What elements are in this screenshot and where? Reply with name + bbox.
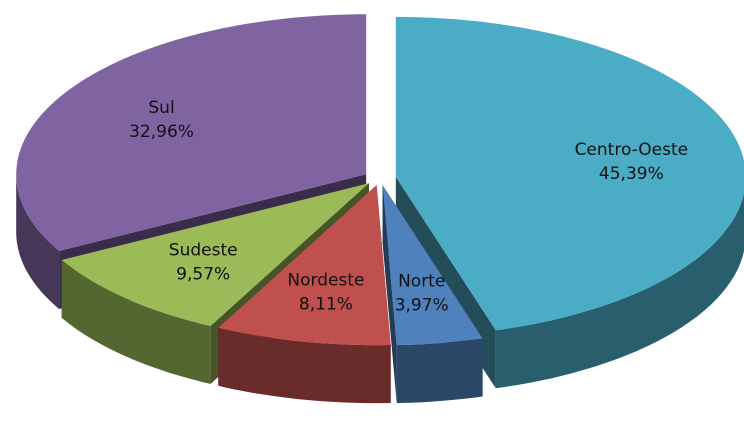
slice-wall xyxy=(16,174,60,309)
slice-value-label: 8,11% xyxy=(299,294,353,314)
slice-value-label: 32,96% xyxy=(129,122,194,142)
slice-value-label: 9,57% xyxy=(176,264,230,284)
pie-slice xyxy=(395,16,744,331)
slice-side xyxy=(382,185,397,404)
pie-slice xyxy=(16,14,367,251)
slice-wall xyxy=(218,327,391,404)
pie-slice xyxy=(218,185,391,346)
slice xyxy=(218,185,391,404)
pie-slice xyxy=(382,185,483,346)
pie-slice xyxy=(61,183,369,326)
slice-value-label: 3,97% xyxy=(395,296,449,316)
slice-wall xyxy=(495,193,744,389)
slice-wall xyxy=(396,338,483,404)
slice xyxy=(382,185,483,404)
slice-label: Nordeste xyxy=(287,270,364,290)
slice-label: Centro-Oeste xyxy=(575,140,689,160)
slice-value-label: 45,39% xyxy=(599,164,664,184)
slice-wall xyxy=(61,260,211,384)
slice-label: Sul xyxy=(148,98,174,118)
slice-label: Norte xyxy=(398,272,445,292)
slice-label: Sudeste xyxy=(169,240,238,260)
